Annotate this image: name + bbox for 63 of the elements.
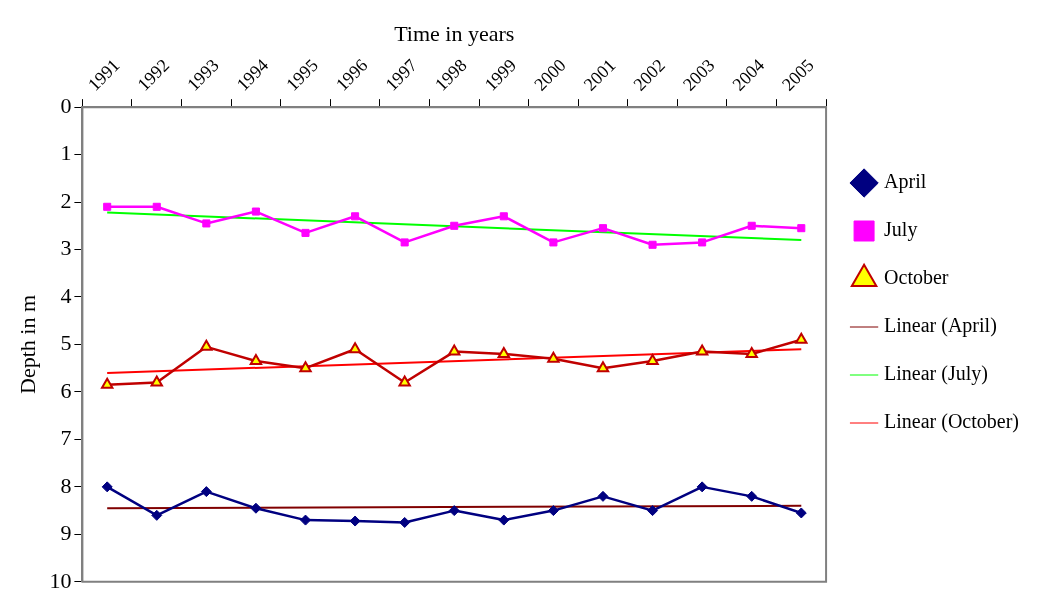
point [747,221,756,230]
point [498,514,510,526]
point [300,514,311,526]
point [547,505,559,517]
point [250,502,262,514]
legend-label: Linear (July) [884,362,988,386]
point [249,354,263,366]
legend-label: Linear (October) [884,410,1019,434]
point [200,339,213,351]
y-tick-label: 7 [60,425,72,451]
legend-label: Linear (April) [884,314,997,338]
legend-label: April [884,170,927,194]
y-tick-label: 9 [60,520,72,546]
point [646,354,659,366]
point [100,377,114,389]
y-tick-label: 2 [60,187,72,213]
legend-label: October [884,266,949,289]
point [698,238,707,247]
point [696,481,708,493]
point [399,516,411,528]
point [101,481,113,493]
point [400,238,409,247]
point [549,238,558,247]
y-tick-label: 4 [60,282,72,308]
y-tick-label: 5 [60,330,72,356]
point [597,490,609,502]
point [746,490,758,502]
point [547,351,560,363]
y-tick-label: 6 [60,377,72,403]
point [200,486,212,498]
point [299,361,312,373]
y-axis-title: Depth in m [14,294,40,394]
y-tick-label: 0 [60,92,72,118]
point [103,202,112,211]
legend-label: July [884,218,918,242]
point [648,240,657,249]
point [301,228,310,237]
point [151,509,163,521]
point [596,361,610,373]
x-axis-title: Time in years [394,20,515,46]
point [497,346,511,358]
point [695,344,709,356]
y-tick-label: 1 [60,140,72,166]
point [150,375,163,387]
point [448,505,460,517]
point [647,505,659,517]
point [351,212,360,221]
point [152,202,161,211]
point [797,224,806,233]
point [450,221,459,230]
point [499,212,508,221]
y-tick-label: 8 [60,472,72,498]
point [745,346,758,358]
point [795,507,807,519]
point [398,375,411,387]
y-tick-label: 3 [60,235,72,261]
y-tick-label: 10 [49,567,72,593]
point [251,207,260,216]
point [348,342,362,354]
point [202,219,211,228]
point [795,332,808,344]
point [598,224,608,233]
point [448,344,461,356]
